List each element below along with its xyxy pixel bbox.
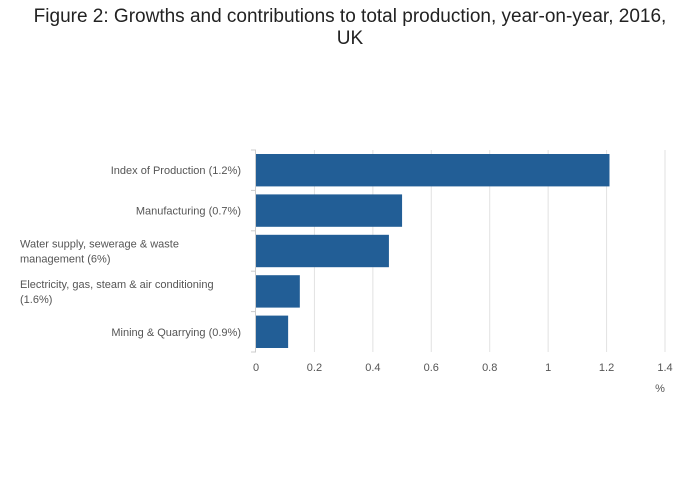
bar[interactable] xyxy=(256,234,389,268)
x-tick-label: 0.4 xyxy=(365,362,380,374)
chart-title: Figure 2: Growths and contributions to t… xyxy=(0,6,700,50)
category-label: management (6%) xyxy=(20,254,111,266)
category-label: Mining & Quarrying (0.9%) xyxy=(111,327,241,339)
bar[interactable] xyxy=(256,315,289,348)
bar[interactable] xyxy=(256,275,300,308)
x-tick-label: 0.2 xyxy=(307,362,322,374)
x-tick-label: 0 xyxy=(253,362,259,374)
x-tick-label: 1 xyxy=(545,362,551,374)
bar[interactable] xyxy=(256,194,403,227)
category-label: Water supply, sewerage & waste xyxy=(20,239,179,251)
bar[interactable] xyxy=(256,154,610,187)
x-tick-label: 1.2 xyxy=(599,362,614,374)
x-tick-label: 0.6 xyxy=(424,362,439,374)
category-label: Index of Production (1.2%) xyxy=(111,165,241,177)
category-label: Manufacturing (0.7%) xyxy=(136,206,241,218)
chart-title-line-2: UK xyxy=(336,28,364,49)
chart-title-line-1: Figure 2: Growths and contributions to t… xyxy=(33,6,667,27)
category-label: (1.6%) xyxy=(20,294,52,306)
x-tick-label: 1.4 xyxy=(657,362,672,374)
x-axis-title: % xyxy=(655,383,665,395)
category-label: Electricity, gas, steam & air conditioni… xyxy=(20,279,214,291)
x-tick-label: 0.8 xyxy=(482,362,497,374)
